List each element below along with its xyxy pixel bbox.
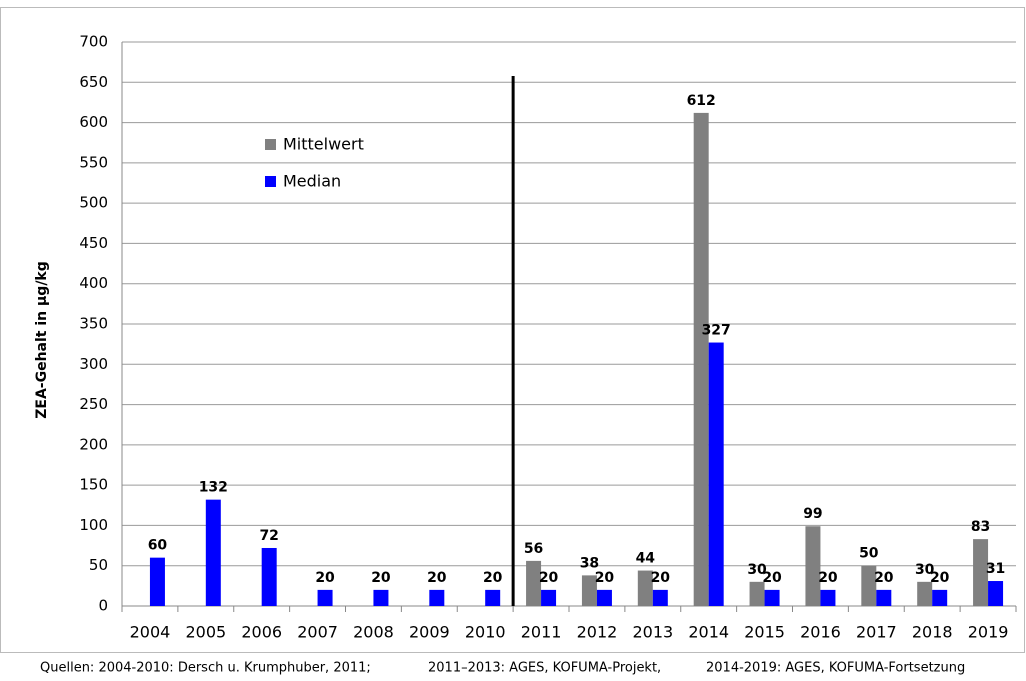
bar bbox=[693, 112, 709, 606]
data-label: 20 bbox=[539, 570, 559, 586]
bar bbox=[861, 565, 877, 606]
y-tick-label: 650 bbox=[79, 73, 108, 91]
x-tick-label: 2014 bbox=[688, 623, 729, 642]
data-label: 20 bbox=[595, 570, 615, 586]
y-tick-label: 450 bbox=[79, 234, 108, 252]
bar bbox=[317, 589, 333, 606]
data-label: 20 bbox=[874, 570, 894, 586]
bar bbox=[596, 589, 612, 606]
data-label: 20 bbox=[427, 570, 447, 586]
data-label: 612 bbox=[687, 93, 716, 109]
y-tick-label: 500 bbox=[79, 194, 108, 212]
y-tick-label: 250 bbox=[79, 395, 108, 413]
legend-label: Mittelwert bbox=[283, 135, 364, 154]
x-tick-label: 2008 bbox=[353, 623, 394, 642]
x-tick-label: 2017 bbox=[856, 623, 897, 642]
data-label: 20 bbox=[651, 570, 671, 586]
y-tick-label: 0 bbox=[98, 597, 108, 615]
data-label: 83 bbox=[971, 519, 990, 535]
y-tick-label: 700 bbox=[79, 33, 108, 51]
source-note: 2011–2013: AGES, KOFUMA-Projekt, bbox=[428, 661, 661, 676]
bar bbox=[205, 499, 221, 606]
x-tick-label: 2007 bbox=[297, 623, 338, 642]
bar bbox=[749, 581, 765, 606]
y-tick-label: 100 bbox=[79, 516, 108, 534]
bar bbox=[973, 539, 989, 606]
bar bbox=[917, 581, 933, 606]
source-note: Quellen: 2004-2010: Dersch u. Krumphuber… bbox=[40, 661, 371, 676]
legend-swatch bbox=[265, 139, 276, 150]
bar bbox=[932, 589, 948, 606]
bar bbox=[581, 575, 597, 606]
data-label: 60 bbox=[148, 538, 168, 554]
bar bbox=[876, 589, 892, 606]
bar bbox=[485, 589, 501, 606]
data-label: 20 bbox=[483, 570, 503, 586]
y-tick-label: 50 bbox=[89, 556, 108, 574]
data-label: 56 bbox=[524, 541, 543, 557]
data-label: 20 bbox=[762, 570, 782, 586]
x-tick-label: 2004 bbox=[130, 623, 171, 642]
data-label: 31 bbox=[986, 561, 1005, 577]
bar bbox=[708, 342, 724, 606]
bar bbox=[988, 581, 1004, 606]
x-tick-label: 2015 bbox=[744, 623, 785, 642]
bar bbox=[541, 589, 557, 606]
source-note: 2014-2019: AGES, KOFUMA-Fortsetzung bbox=[706, 661, 965, 676]
y-tick-label: 300 bbox=[79, 355, 108, 373]
data-label: 44 bbox=[636, 551, 656, 567]
x-tick-label: 2010 bbox=[465, 623, 506, 642]
chart-frame bbox=[0, 7, 1025, 653]
bar bbox=[149, 557, 165, 606]
x-tick-label: 2006 bbox=[241, 623, 282, 642]
data-label: 30 bbox=[747, 562, 767, 578]
x-tick-label: 2018 bbox=[912, 623, 953, 642]
data-label: 50 bbox=[859, 546, 879, 562]
x-tick-label: 2005 bbox=[185, 623, 226, 642]
x-tick-label: 2019 bbox=[968, 623, 1009, 642]
x-tick-label: 2009 bbox=[409, 623, 450, 642]
data-label: 132 bbox=[199, 480, 228, 496]
data-label: 38 bbox=[580, 555, 599, 571]
bar bbox=[652, 589, 668, 606]
x-tick-label: 2011 bbox=[521, 623, 562, 642]
y-tick-label: 200 bbox=[79, 435, 108, 453]
bar bbox=[764, 589, 780, 606]
data-label: 99 bbox=[803, 506, 822, 522]
x-tick-label: 2013 bbox=[632, 623, 673, 642]
data-label: 20 bbox=[371, 570, 391, 586]
y-tick-label: 400 bbox=[79, 274, 108, 292]
bar bbox=[261, 547, 277, 606]
legend-label: Median bbox=[283, 172, 341, 191]
data-label: 72 bbox=[259, 528, 278, 544]
bar bbox=[820, 589, 836, 606]
data-label: 20 bbox=[930, 570, 950, 586]
data-label: 20 bbox=[818, 570, 838, 586]
bar bbox=[373, 589, 389, 606]
y-tick-label: 600 bbox=[79, 113, 108, 131]
bar bbox=[637, 570, 653, 606]
bar bbox=[805, 526, 821, 606]
y-tick-label: 150 bbox=[79, 476, 108, 494]
y-tick-label: 550 bbox=[79, 153, 108, 171]
y-tick-label: 350 bbox=[79, 315, 108, 333]
data-label: 327 bbox=[702, 323, 731, 339]
x-tick-label: 2012 bbox=[577, 623, 618, 642]
legend-swatch bbox=[265, 176, 276, 187]
x-tick-label: 2016 bbox=[800, 623, 841, 642]
bar bbox=[429, 589, 445, 606]
data-label: 20 bbox=[315, 570, 335, 586]
bar bbox=[526, 560, 542, 606]
y-axis-label: ZEA-Gehalt in µg/kg bbox=[34, 261, 50, 419]
data-label: 30 bbox=[915, 562, 935, 578]
